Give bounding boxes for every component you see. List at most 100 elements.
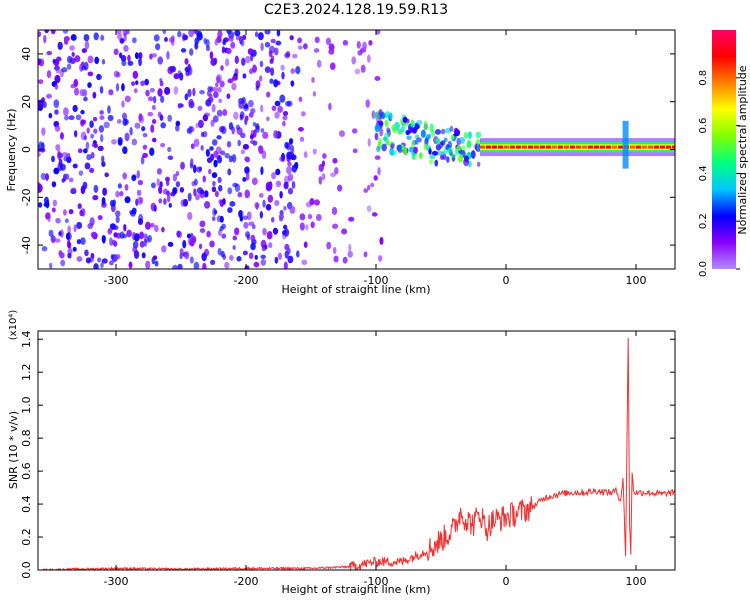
heatmap-cell [113,225,119,231]
heatmap-cell [334,167,339,175]
heatmap-cell [195,193,200,201]
heatmap-cell [132,37,137,44]
heatmap-cell [266,231,273,240]
heatmap-cell [101,155,105,163]
heatmap-cell [99,115,105,120]
heatmap-cell [176,230,181,238]
heatmap-cell [133,88,138,94]
heatmap-cell [131,174,137,182]
heatmap-cell [282,115,288,121]
heatmap-cell [279,191,283,199]
heatmap-cell [157,56,164,65]
heatmap-cell [522,145,527,149]
heatmap-cell [237,139,241,147]
heatmap-cell [83,135,88,141]
heatmap-cell [222,254,227,260]
heatmap-cell [60,259,66,267]
heatmap-cell [138,115,145,124]
heatmap-cell [92,195,99,201]
heatmap-cell [215,146,222,155]
heatmap-cell [115,30,122,35]
heatmap-cell [93,128,98,134]
heatmap-cell [282,120,286,127]
heatmap-cell [121,83,125,92]
heatmap-cell [177,30,182,38]
heatmap-cell [332,246,337,255]
heatmap-cell [516,145,521,149]
heatmap-cell [49,262,53,269]
heatmap-cell [467,131,472,140]
heatmap-cell [80,237,86,245]
heatmap-cell [53,167,60,175]
heatmap-cell [446,147,453,154]
heatmap-cell [124,132,130,142]
heatmap-cell [97,215,103,221]
heatmap-cell [152,95,157,104]
heatmap-cell [245,55,251,64]
heatmap-cell [360,64,366,73]
heatmap-cells [38,30,675,269]
heatmap-cell [301,259,308,266]
heatmap-cell [367,138,371,147]
heatmap-cell [92,116,98,122]
heatmap-cell [97,145,104,152]
heatmap-cell [280,64,285,71]
heatmap-cell [184,93,189,101]
bottom-y-tick-label: 1.4 [20,330,33,348]
heatmap-cell [318,164,324,172]
heatmap-cell [209,146,214,151]
heatmap-cell [266,184,272,192]
heatmap-cell [240,132,246,139]
heatmap-cell [70,34,77,41]
heatmap-cell [257,32,264,41]
heatmap-cell [167,114,172,122]
heatmap-cell [235,124,240,131]
heatmap-cell [630,145,635,149]
heatmap-cell [66,232,72,241]
heatmap-cell [160,142,166,148]
heatmap-cell [138,57,142,67]
heatmap-cell [236,256,242,262]
heatmap-cell [117,33,123,40]
heatmap-cell [54,74,61,84]
heatmap-cell [282,229,287,236]
heatmap-cell [246,211,252,221]
heatmap-cell [301,111,306,117]
heatmap-cell [248,221,255,227]
heatmap-cell [414,122,419,131]
heatmap-cell [264,41,271,48]
heatmap-cell [86,127,90,134]
heatmap-cell [204,201,211,209]
heatmap-cell [136,170,141,179]
heatmap-cell [406,135,412,141]
heatmap-cell [269,78,274,84]
heatmap-cell [54,109,59,115]
heatmap-cell [57,41,63,50]
heatmap-cell [62,30,69,34]
heatmap-cell [157,88,163,97]
heatmap-cell [229,201,236,207]
heatmap-cell [173,73,180,80]
heatmap-cell [131,207,137,215]
snr-line-layer [38,337,675,570]
heatmap-cell [68,208,74,215]
heatmap-cell [396,144,402,152]
heatmap-cell [423,143,429,151]
heatmap-cell [159,114,164,121]
heatmap-cell [89,167,95,174]
heatmap-cell [154,260,159,267]
heatmap-cell [142,144,148,150]
heatmap-cell [123,33,127,42]
heatmap-cell [121,59,127,67]
bottom-y-tick-label: 1.0 [20,396,33,414]
heatmap-cell [42,101,47,108]
heatmap-cell [180,199,186,207]
heatmap-cell [242,104,249,112]
heatmap-cell [215,82,219,88]
heatmap-cell [288,137,294,144]
heatmap-cell [404,147,408,156]
bottom-x-axis-label: Height of straight line (km) [281,583,430,596]
top-y-tick-label: -40 [20,236,33,254]
heatmap-cell [54,238,61,243]
heatmap-cell [377,167,381,176]
